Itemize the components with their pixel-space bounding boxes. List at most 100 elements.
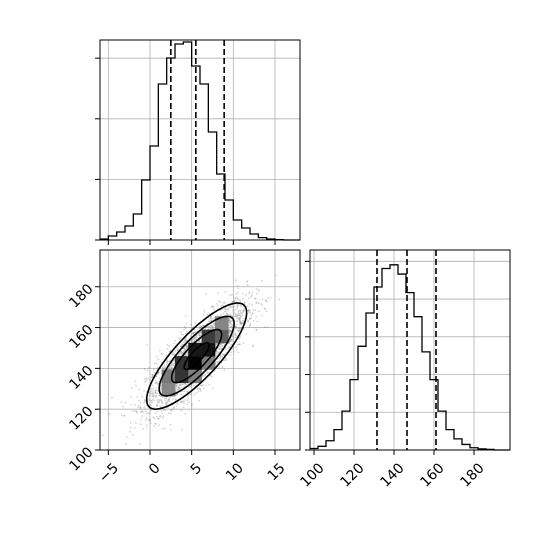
scatter-point: [182, 350, 185, 352]
scatter-point: [203, 324, 205, 327]
scatter-point: [228, 317, 231, 320]
scatter-point: [239, 321, 242, 324]
scatter-point: [218, 300, 221, 303]
scatter-point: [232, 335, 235, 337]
scatter-point: [183, 348, 186, 351]
scatter-point: [175, 405, 178, 408]
scatter-point: [171, 408, 174, 410]
scatter-point: [255, 301, 258, 304]
scatter-point: [258, 289, 260, 292]
scatter-point: [209, 324, 212, 327]
scatter-point: [232, 334, 235, 337]
scatter-point: [231, 338, 234, 341]
scatter-point: [145, 417, 148, 419]
scatter-point: [235, 313, 237, 316]
scatter-point: [236, 304, 238, 307]
scatter-point: [203, 374, 206, 377]
scatter-point: [150, 387, 153, 390]
scatter-point: [228, 346, 231, 349]
scatter-point: [232, 334, 234, 336]
scatter-point: [220, 305, 223, 308]
scatter-point: [182, 400, 185, 403]
scatter-point: [152, 398, 155, 401]
scatter-point: [215, 350, 218, 353]
scatter-point: [231, 338, 233, 341]
scatter-point: [148, 392, 151, 394]
scatter-point: [173, 359, 175, 362]
scatter-point: [240, 315, 242, 318]
scatter-point: [209, 317, 212, 320]
scatter-point: [144, 381, 147, 383]
scatter-point: [155, 394, 158, 397]
scatter-point: [195, 391, 198, 394]
scatter-point: [147, 398, 150, 401]
scatter-point: [186, 345, 189, 348]
scatter-point: [261, 298, 264, 301]
scatter-point: [232, 301, 235, 303]
scatter-point: [133, 427, 136, 429]
scatter-point: [270, 296, 272, 299]
scatter-point: [240, 323, 243, 325]
scatter-point: [131, 387, 133, 389]
scatter-point: [210, 327, 213, 330]
scatter-point: [215, 352, 218, 355]
scatter-point: [233, 309, 236, 312]
scatter-point: [251, 312, 254, 315]
scatter-point: [237, 343, 240, 346]
scatter-point: [181, 401, 183, 404]
scatter-point: [159, 415, 161, 418]
scatter-point: [222, 353, 225, 356]
scatter-point: [185, 330, 188, 333]
scatter-point: [214, 364, 217, 366]
scatter-point: [229, 354, 232, 356]
scatter-point: [190, 340, 193, 343]
density-cell: [161, 382, 176, 397]
scatter-point: [126, 436, 128, 438]
scatter-point: [222, 312, 225, 315]
scatter-point: [241, 322, 244, 324]
scatter-point: [278, 298, 281, 301]
scatter-point: [257, 310, 260, 313]
scatter-point: [171, 366, 174, 369]
scatter-point: [177, 353, 180, 356]
scatter-point: [238, 327, 241, 329]
scatter-point: [193, 331, 196, 334]
scatter-point: [141, 395, 144, 398]
scatter-point: [176, 349, 178, 352]
scatter-point: [267, 297, 269, 299]
scatter-point: [255, 288, 258, 290]
scatter-point: [142, 428, 145, 430]
scatter-point: [234, 333, 237, 336]
scatter-point: [237, 329, 240, 332]
scatter-point: [237, 314, 240, 317]
scatter-point: [199, 388, 202, 391]
scatter-point: [248, 309, 251, 311]
scatter-point: [235, 323, 238, 326]
scatter-point: [165, 354, 168, 356]
scatter-point: [246, 284, 249, 287]
scatter-point: [172, 363, 175, 366]
scatter-point: [135, 410, 138, 413]
scatter-point: [234, 326, 237, 329]
scatter-point: [235, 296, 238, 299]
scatter-point: [189, 385, 192, 388]
scatter-point: [172, 352, 175, 355]
scatter-point: [157, 417, 160, 420]
scatter-point: [193, 337, 195, 340]
scatter-point: [183, 402, 185, 405]
scatter-point: [178, 384, 181, 386]
scatter-point: [147, 412, 150, 415]
scatter-point: [223, 369, 226, 371]
scatter-point: [156, 401, 159, 403]
scatter-point: [218, 345, 221, 347]
scatter-point: [196, 388, 199, 390]
scatter-point: [164, 427, 166, 430]
scatter-point: [226, 312, 228, 315]
scatter-point: [151, 393, 154, 395]
scatter-point: [184, 332, 187, 335]
scatter-point: [157, 389, 159, 392]
scatter-point: [234, 336, 236, 339]
scatter-point: [171, 353, 174, 356]
scatter-point: [172, 398, 175, 400]
